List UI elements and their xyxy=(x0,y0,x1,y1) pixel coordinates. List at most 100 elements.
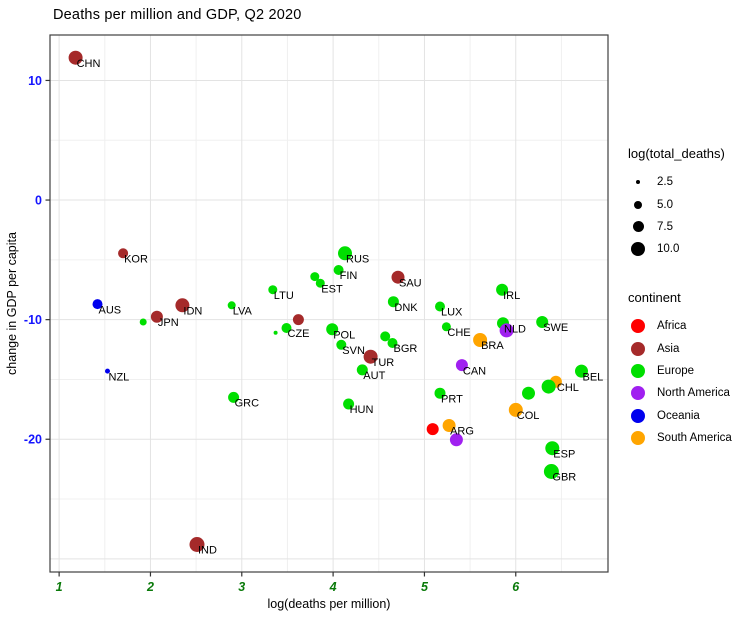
continent-legend-item-label: Africa xyxy=(657,320,687,333)
size-dot-icon xyxy=(632,221,644,233)
x-tick-label: 5 xyxy=(421,580,429,594)
panel-border xyxy=(49,34,609,573)
point-label-prt: PRT xyxy=(441,393,463,405)
continent-legend: continent Africa Asia Europe North America O… xyxy=(616,290,754,450)
data-point-rus xyxy=(338,246,352,261)
data-point xyxy=(139,318,147,326)
continent-legend-item-label: South America xyxy=(657,432,732,445)
y-tick-labels: 10 0 -10 -20 xyxy=(24,74,42,447)
point-label-kor: KOR xyxy=(124,254,148,266)
size-legend-item-label: 10.0 xyxy=(657,243,680,256)
point-label-ltu: LTU xyxy=(274,290,294,302)
continent-legend-item: Africa xyxy=(616,315,754,337)
data-point-dnk xyxy=(387,296,399,308)
size-legend-items: 2.5 5.0 7.5 10.0 xyxy=(616,171,754,261)
continent-legend-item: North America xyxy=(616,382,754,404)
data-point-can xyxy=(455,359,468,372)
point-label-gbr: GBR xyxy=(552,472,576,484)
data-point-bra xyxy=(473,333,488,347)
continent-dot-icon xyxy=(631,341,645,356)
continent-dot-icon xyxy=(631,363,645,378)
point-label-jpn: JPN xyxy=(158,317,179,329)
size-legend-item: 10.0 xyxy=(616,238,754,260)
data-point-gbr xyxy=(543,464,559,479)
data-point-lux xyxy=(435,301,445,312)
x-tick-label: 6 xyxy=(512,580,520,594)
y-tick-label: 0 xyxy=(35,194,42,208)
size-legend-item: 2.5 xyxy=(616,171,754,193)
point-label-aut: AUT xyxy=(363,370,385,382)
data-point-swe xyxy=(536,316,549,328)
point-label-pol: POL xyxy=(333,329,355,341)
point-label-swe: SWE xyxy=(543,322,568,334)
data-point-prt xyxy=(434,387,446,399)
point-label-col: COL xyxy=(517,410,540,422)
point-label-dnk: DNK xyxy=(394,302,418,314)
data-point-grc xyxy=(228,391,240,403)
point-label-rus: RUS xyxy=(346,254,369,266)
data-point-col xyxy=(508,402,523,417)
point-label-nld: NLD xyxy=(504,323,526,335)
data-point-pol xyxy=(326,323,339,336)
size-legend-title: log(total_deaths) xyxy=(628,146,725,161)
point-label-chl: CHL xyxy=(557,382,579,394)
continent-legend-title: continent xyxy=(628,290,681,305)
continent-dot-icon xyxy=(631,431,645,446)
continent-dot-icon xyxy=(631,408,645,423)
continent-legend-item: Oceania xyxy=(616,405,754,427)
y-tick-label: 10 xyxy=(28,74,42,88)
data-point-ltu xyxy=(268,285,278,295)
point-label-chn: CHN xyxy=(77,58,101,70)
plot-panel xyxy=(50,35,608,572)
point-label-nzl: NZL xyxy=(109,371,130,383)
data-point-irl xyxy=(496,283,509,296)
point-label-grc: GRC xyxy=(235,398,260,410)
x-tick-label: 1 xyxy=(56,580,63,594)
data-point-svn xyxy=(336,339,347,350)
data-point-ind xyxy=(189,537,205,552)
continent-dot-icon xyxy=(631,386,645,401)
y-axis-title: change in GDP per capita xyxy=(5,232,19,375)
size-legend-item-label: 7.5 xyxy=(657,220,673,233)
continent-legend-item: South America xyxy=(616,427,754,449)
data-point-lva xyxy=(227,301,236,310)
point-label-bra: BRA xyxy=(481,340,504,352)
point-label-che: CHE xyxy=(447,327,470,339)
size-dot-icon xyxy=(631,242,645,257)
continent-dot-icon xyxy=(631,319,645,334)
data-point-arg xyxy=(442,419,456,432)
point-label-ind: IND xyxy=(198,545,217,557)
data-point-jpn xyxy=(150,310,163,323)
point-label-irl: IRL xyxy=(503,290,520,302)
data-point-hun xyxy=(343,398,355,410)
point-label-tur: TUR xyxy=(372,357,395,369)
point-label-fin: FIN xyxy=(340,270,358,282)
point-label-arg: ARG xyxy=(450,426,474,438)
size-legend-item-label: 5.0 xyxy=(657,198,673,211)
continent-legend-item-label: North America xyxy=(657,387,730,400)
x-tick-labels: 1 2 3 4 5 6 xyxy=(56,580,521,594)
point-label-cze: CZE xyxy=(288,328,310,340)
continent-legend-item-label: Oceania xyxy=(657,409,700,422)
data-point xyxy=(449,433,463,447)
point-label-aus: AUS xyxy=(99,304,122,316)
data-point xyxy=(292,314,304,326)
point-label-can: CAN xyxy=(463,365,486,377)
data-point-tur xyxy=(363,349,378,364)
size-dot-icon xyxy=(636,180,640,185)
data-point xyxy=(499,323,514,338)
size-legend-item: 7.5 xyxy=(616,216,754,238)
y-tick-label: -20 xyxy=(24,433,42,447)
point-label-idn: IDN xyxy=(183,306,202,318)
data-point-esp xyxy=(545,441,560,456)
data-point-sau xyxy=(391,270,405,284)
continent-legend-item: Europe xyxy=(616,360,754,382)
continent-legend-item-label: Asia xyxy=(657,342,680,355)
continent-legend-items: Africa Asia Europe North America Oceania Sout… xyxy=(616,315,754,449)
x-tick-label: 2 xyxy=(146,580,154,594)
point-label-est: EST xyxy=(321,283,343,295)
point-label-sau: SAU xyxy=(399,277,422,289)
